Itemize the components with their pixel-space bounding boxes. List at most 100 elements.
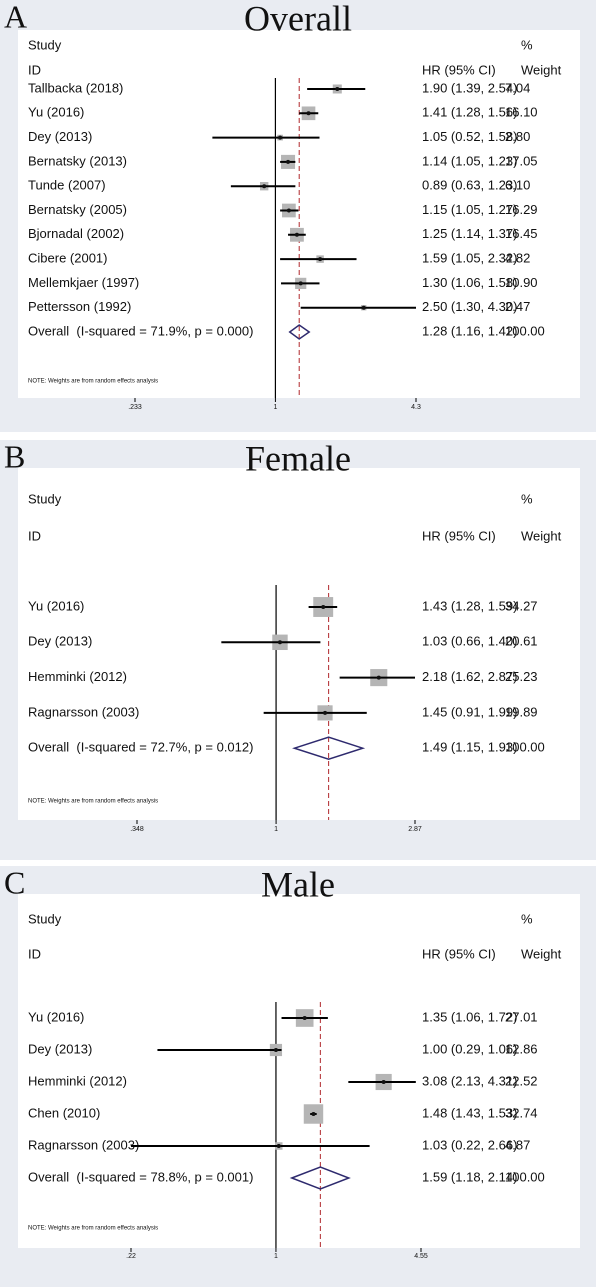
weight-label: 20.61 (505, 634, 538, 649)
point-estimate (311, 1112, 316, 1116)
weight-label: 4.87 (505, 1137, 530, 1152)
overall-label: Overall (I-squared = 71.9%, p = 0.000) (28, 323, 253, 338)
header: Study (28, 37, 62, 52)
overall-diamond (292, 736, 366, 760)
header: % (521, 37, 533, 52)
study-label: Yu (2016) (28, 105, 84, 120)
x-tick-label: .348 (130, 826, 144, 833)
weight-label: 17.05 (505, 153, 538, 168)
point-estimate (273, 1048, 278, 1052)
hr-label: 1.14 (1.05, 1.23) (422, 153, 517, 168)
weight-label: 10.90 (505, 275, 538, 290)
study-label: Mellemkjaer (1997) (28, 275, 139, 290)
note: NOTE: Weights are from random effects an… (28, 379, 158, 385)
point-estimate (302, 1016, 307, 1020)
hr-label: 2.50 (1.30, 4.30) (422, 299, 517, 314)
panel-letter: C (4, 864, 25, 900)
weight-label: 4.82 (505, 251, 530, 266)
header: HR (95% CI) (422, 528, 496, 543)
hr-label: 1.48 (1.43, 1.53) (422, 1105, 517, 1120)
weight-label: 100.00 (505, 1169, 545, 1184)
hr-label: 0.89 (0.63, 1.23) (422, 178, 517, 193)
weight-label: 32.74 (505, 1105, 538, 1120)
panel-title: Overall (244, 0, 352, 38)
header: ID (28, 62, 41, 77)
header: Study (28, 911, 62, 926)
x-tick-label: 1 (273, 404, 277, 411)
x-tick-label: .22 (126, 1253, 136, 1260)
hr-label: 1.00 (0.29, 1.06) (422, 1041, 517, 1056)
hr-label: 1.30 (1.06, 1.58) (422, 275, 517, 290)
hr-label: 1.03 (0.22, 2.66) (422, 1137, 517, 1152)
point-estimate (361, 305, 366, 310)
weight-label: 34.27 (505, 598, 538, 613)
overall-diamond (289, 1166, 351, 1190)
hr-label: 1.35 (1.06, 1.72) (422, 1009, 517, 1024)
header: Weight (521, 62, 562, 77)
point-estimate (286, 159, 291, 164)
header: Weight (521, 528, 562, 543)
weight-label: 16.29 (505, 202, 538, 217)
point-estimate (276, 1144, 281, 1148)
weight-label: 19.89 (505, 704, 538, 719)
study-label: Tunde (2007) (28, 178, 106, 193)
hr-label: 1.59 (1.05, 2.32) (422, 251, 517, 266)
weight-label: 12.86 (505, 1041, 538, 1056)
weight-label: 2.80 (505, 129, 530, 144)
study-label: Dey (2013) (28, 634, 92, 649)
weight-label: 2.47 (505, 299, 530, 314)
hr-label: 1.49 (1.15, 1.93) (422, 740, 517, 755)
plot-area (18, 468, 580, 820)
study-label: Cibere (2001) (28, 251, 108, 266)
header: Study (28, 491, 62, 506)
weight-label: 7.04 (505, 80, 530, 95)
point-estimate (381, 1080, 386, 1084)
header: % (521, 911, 533, 926)
x-tick-label: 2.87 (408, 826, 422, 833)
hr-label: 1.03 (0.66, 1.40) (422, 634, 517, 649)
header: ID (28, 528, 41, 543)
weight-label: 6.10 (505, 178, 530, 193)
hr-label: 1.15 (1.05, 1.27) (422, 202, 517, 217)
header: % (521, 491, 533, 506)
header: Weight (521, 946, 562, 961)
study-label: Hemminki (2012) (28, 669, 127, 684)
x-tick-label: .233 (128, 404, 142, 411)
hr-label: 1.25 (1.14, 1.37) (422, 226, 517, 241)
hr-label: 1.45 (0.91, 1.99) (422, 704, 517, 719)
point-estimate (278, 135, 283, 140)
panel-title: Female (245, 438, 351, 478)
hr-label: 1.90 (1.39, 2.54) (422, 80, 517, 95)
note: NOTE: Weights are from random effects an… (28, 1226, 158, 1232)
weight-label: 100.00 (505, 740, 545, 755)
overall-label: Overall (I-squared = 78.8%, p = 0.001) (28, 1169, 253, 1184)
point-estimate (321, 605, 326, 609)
study-label: Dey (2013) (28, 129, 92, 144)
hr-label: 2.18 (1.62, 2.87) (422, 669, 517, 684)
overall-label: Overall (I-squared = 72.7%, p = 0.012) (28, 740, 253, 755)
weight-label: 100.00 (505, 323, 545, 338)
study-label: Ragnarsson (2003) (28, 704, 139, 719)
hr-label: 3.08 (2.13, 4.31) (422, 1073, 517, 1088)
point-estimate (294, 232, 299, 237)
study-label: Bernatsky (2013) (28, 153, 127, 168)
header: ID (28, 946, 41, 961)
header: HR (95% CI) (422, 946, 496, 961)
point-estimate (335, 87, 340, 91)
header: HR (95% CI) (422, 62, 496, 77)
point-estimate (318, 257, 323, 262)
panel-letter: B (4, 438, 25, 474)
study-label: Yu (2016) (28, 1009, 84, 1024)
point-estimate (286, 208, 291, 213)
weight-label: 25.23 (505, 669, 538, 684)
hr-label: 1.05 (0.52, 1.58) (422, 129, 517, 144)
hr-label: 1.59 (1.18, 2.14) (422, 1169, 517, 1184)
x-tick-label: 1 (274, 1253, 278, 1260)
point-estimate (262, 184, 267, 189)
weight-label: 16.45 (505, 226, 538, 241)
overall-diamond (288, 324, 311, 340)
point-estimate (298, 281, 303, 286)
point-estimate (376, 675, 381, 680)
weight-label: 16.10 (505, 105, 538, 120)
